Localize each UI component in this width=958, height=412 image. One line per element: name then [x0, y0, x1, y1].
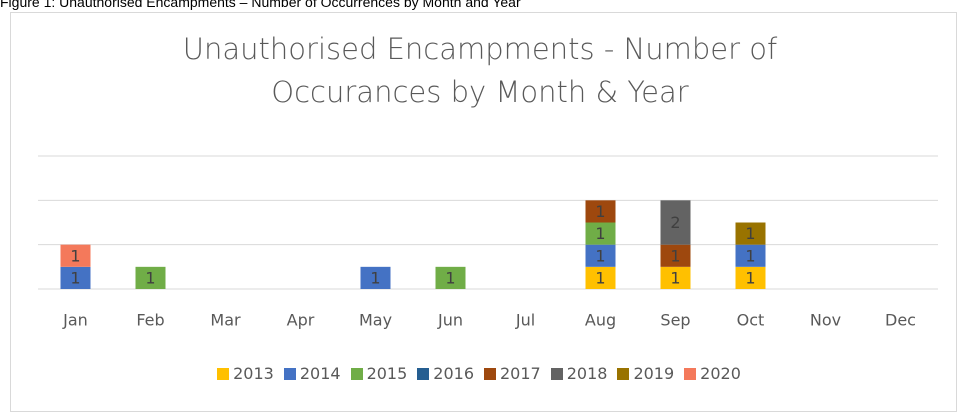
- legend-item: 2015: [350, 364, 408, 383]
- x-tick-label: Apr: [287, 311, 315, 330]
- legend-swatch: [684, 367, 697, 380]
- legend-item: 2013: [217, 364, 274, 383]
- legend-swatch: [350, 367, 363, 380]
- bar-segment: [60, 266, 91, 289]
- data-label: 1: [70, 268, 80, 287]
- legend-swatch: [484, 367, 496, 380]
- bar-segment: [585, 266, 616, 289]
- legend-label: 2019: [633, 364, 675, 383]
- bar-segment: [660, 200, 691, 245]
- legend-item: 2019: [617, 364, 674, 383]
- x-tick-label: May: [359, 311, 392, 330]
- bar-segment: [585, 222, 616, 245]
- data-label: 1: [745, 224, 755, 243]
- bar-segment: [60, 244, 91, 267]
- x-tick-label: Oct: [737, 311, 765, 330]
- legend-label: 2016: [433, 364, 474, 383]
- data-label: 1: [595, 224, 605, 243]
- legend-item: 2020: [684, 364, 741, 383]
- x-tick-label: Nov: [810, 311, 841, 330]
- x-tick-label: Aug: [585, 311, 616, 330]
- data-label: 1: [145, 268, 155, 287]
- data-label: 1: [445, 268, 455, 287]
- bar-segment: [360, 266, 391, 289]
- bar-segment: [435, 266, 466, 289]
- data-label: 1: [745, 268, 755, 287]
- x-tick-label: Mar: [210, 311, 241, 330]
- chart-title: Unauthorised Encampments - Number of Occ…: [182, 32, 778, 109]
- data-label: 1: [595, 202, 605, 221]
- data-label: 1: [745, 246, 755, 265]
- legend-label: 2013: [233, 364, 274, 383]
- legend-item: 2016: [417, 364, 474, 383]
- x-tick-label: Feb: [136, 311, 164, 330]
- bar-segment: [135, 266, 166, 289]
- bar-segment: [735, 266, 766, 289]
- data-label: 1: [370, 268, 380, 287]
- bar-segment: [585, 244, 616, 267]
- legend-label: 2020: [700, 364, 741, 383]
- legend-swatch: [417, 367, 430, 380]
- x-tick-label: Jan: [62, 311, 88, 330]
- data-label: 1: [70, 246, 80, 265]
- bar-segment: [660, 266, 691, 289]
- legend-swatch: [617, 367, 630, 380]
- legend-label: 2017: [500, 364, 541, 383]
- legend-label: 2018: [566, 364, 608, 383]
- legend-swatch: [217, 367, 230, 380]
- legend-item: 2014: [283, 364, 341, 383]
- data-label: 1: [670, 246, 680, 265]
- data-label: 2: [670, 213, 680, 232]
- x-tick-label: Jun: [437, 311, 463, 330]
- x-tick-label: Jul: [515, 311, 535, 330]
- caption: Figure 1: Unauthorised Encampments – Num…: [0, 0, 521, 10]
- data-label: 1: [670, 268, 680, 287]
- x-tick-label: Sep: [660, 311, 690, 330]
- legend-item: 2018: [550, 364, 608, 383]
- data-label: 1: [595, 246, 605, 265]
- legend-swatch: [283, 367, 296, 380]
- data-label: 1: [595, 268, 605, 287]
- legend: 2013 2014 2015 2016 2017 2018 2019 2020: [0, 364, 958, 383]
- legend-label: 2014: [299, 364, 341, 383]
- bar-segment: [735, 222, 766, 245]
- bar-segment: [660, 244, 691, 267]
- legend-item: 2017: [484, 364, 541, 383]
- legend-swatch: [550, 367, 563, 380]
- legend-label: 2015: [366, 364, 408, 383]
- bar-segment: [735, 244, 766, 267]
- x-tick-label: Dec: [885, 311, 916, 330]
- bar-segment: [585, 200, 616, 223]
